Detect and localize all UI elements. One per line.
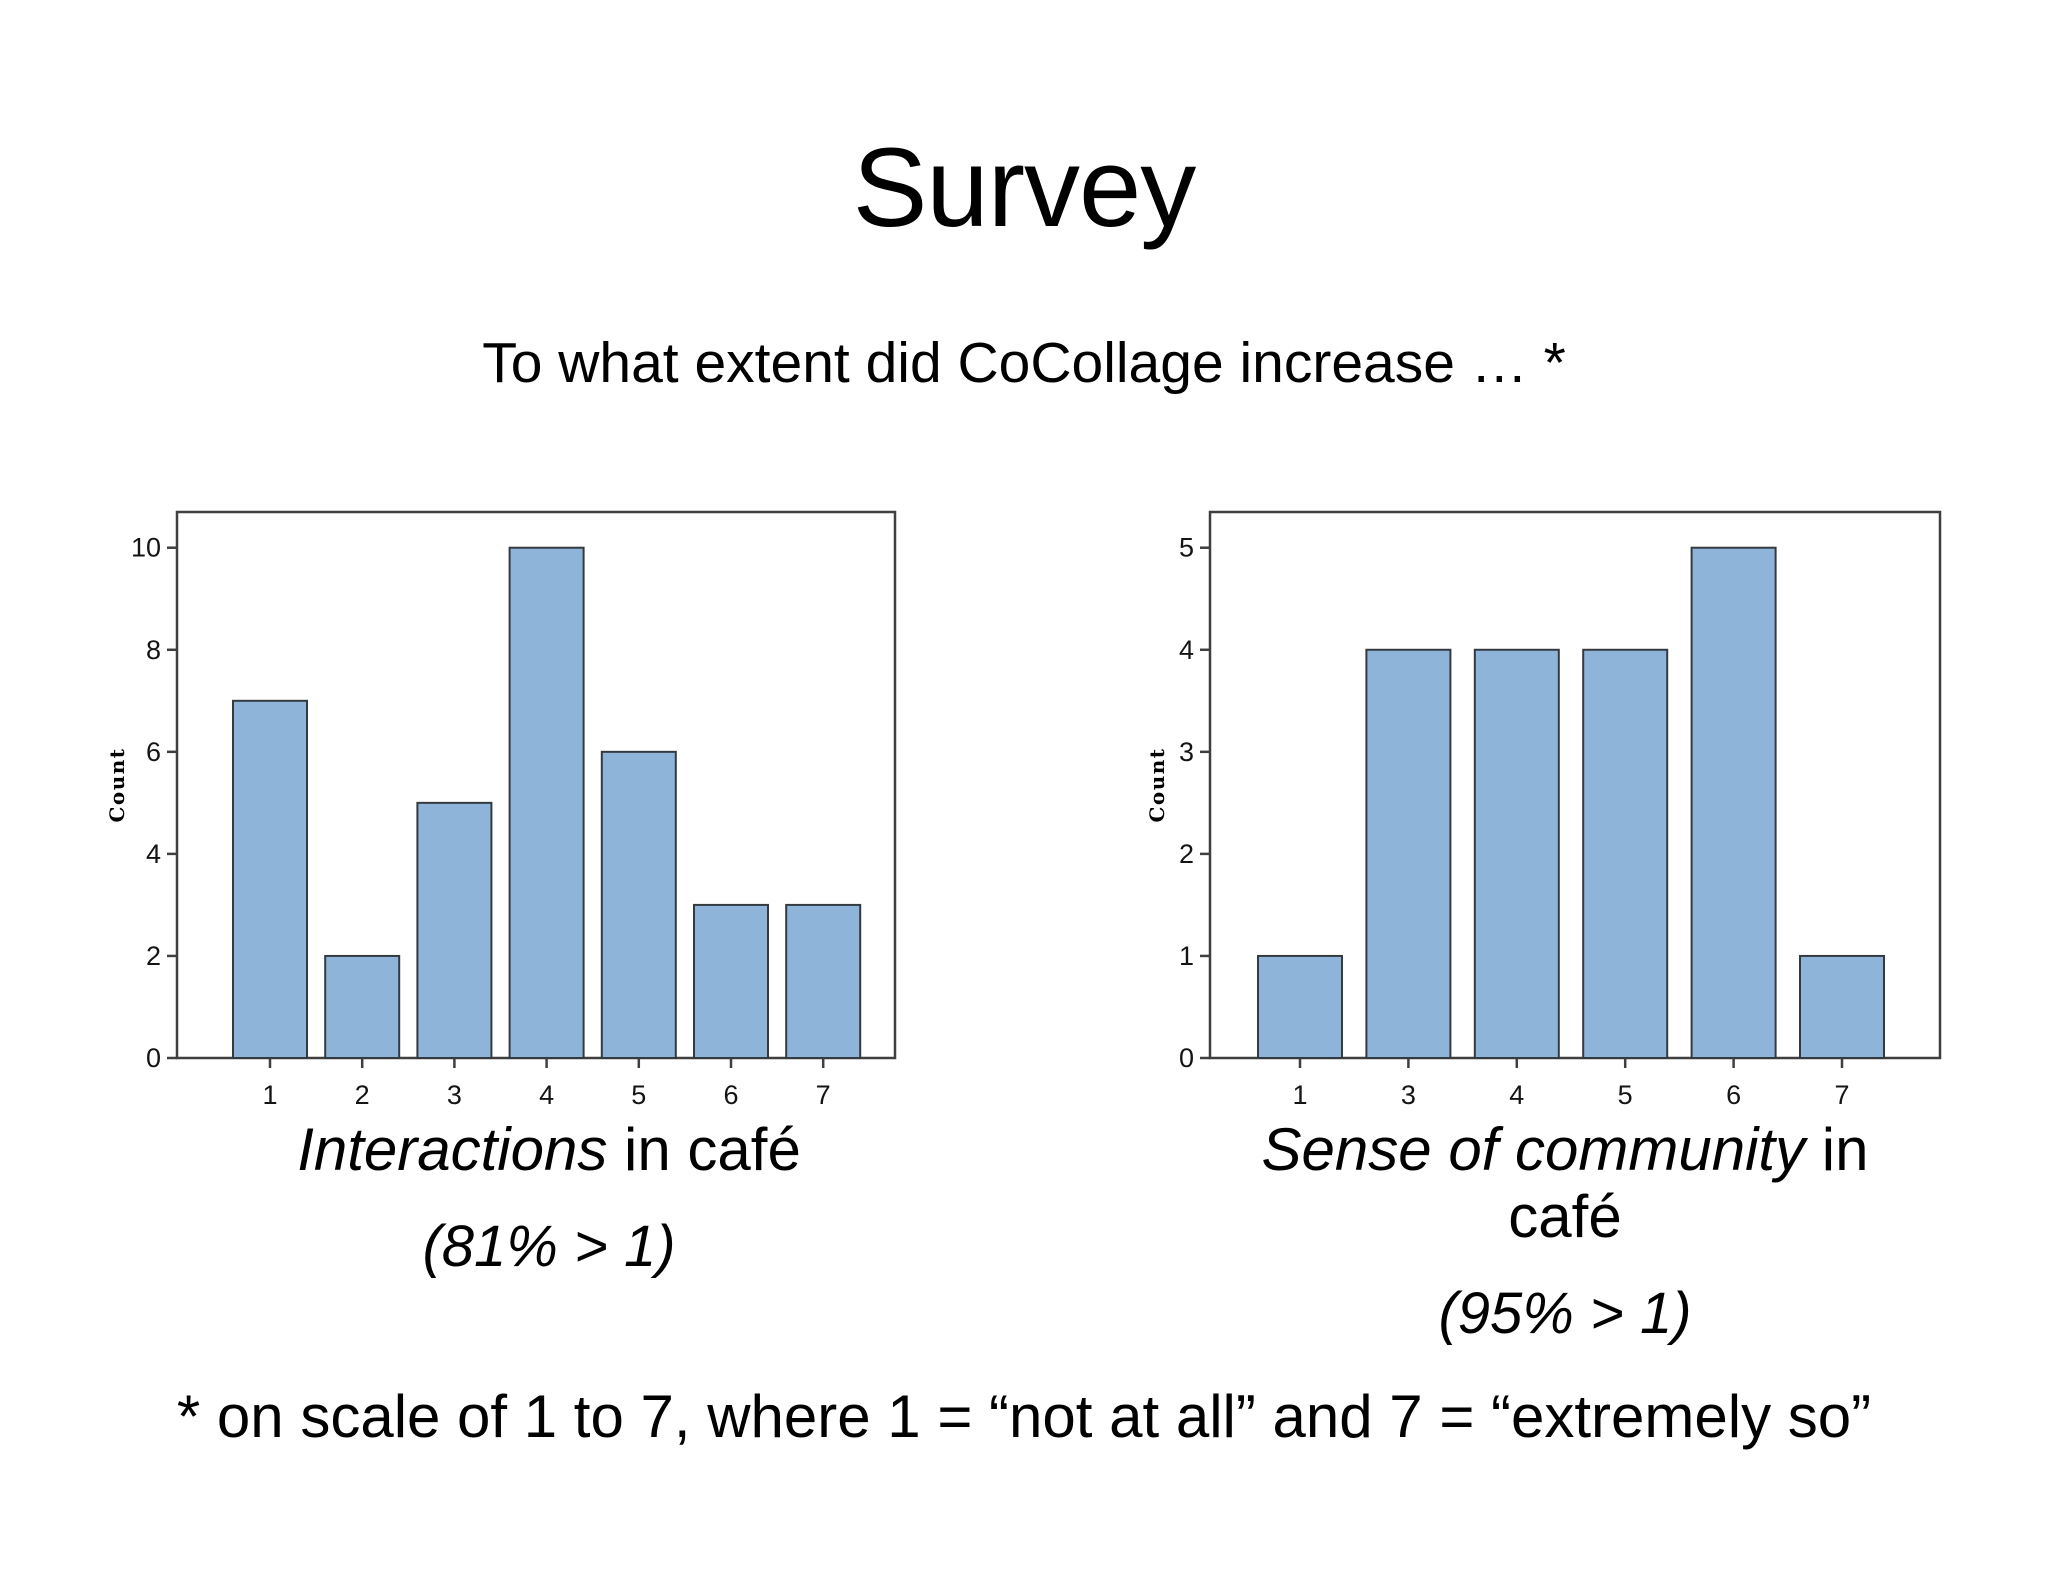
bar-1 <box>1257 954 1343 1060</box>
slide-subtitle: To what extent did CoCollage increase … … <box>482 331 1566 395</box>
x-tick-label: 7 <box>1834 1080 1849 1110</box>
caption-context: in café <box>1508 1116 1869 1251</box>
bar-5 <box>600 750 677 1059</box>
caption-context: in café <box>607 1116 801 1183</box>
y-tick-label: 8 <box>146 635 161 665</box>
bar-2 <box>324 954 401 1060</box>
x-tick-label: 2 <box>355 1080 370 1110</box>
caption-stat: (95% > 1) <box>1438 1281 1692 1347</box>
chart-interactions: 0 2 4 6 8 10 Count 1 2 3 4 5 6 7 <box>100 495 920 1145</box>
caption-stat: (81% > 1) <box>422 1214 676 1280</box>
x-tick-label: 1 <box>262 1080 277 1110</box>
bar-chart-community: 0 1 2 3 4 5 Count 1 3 4 5 6 7 <box>1145 510 1942 1110</box>
bar-5 <box>1582 648 1669 1059</box>
x-tick-label: 3 <box>1401 1080 1416 1110</box>
y-tick-label: 5 <box>1179 533 1194 563</box>
bar-4 <box>508 546 585 1059</box>
y-axis-title: Count <box>105 747 129 822</box>
bar-7 <box>1799 954 1885 1060</box>
x-tick-label: 6 <box>723 1080 738 1110</box>
y-tick-label: 4 <box>1179 635 1194 665</box>
bar-3 <box>1365 648 1452 1059</box>
y-tick-label: 2 <box>1179 839 1194 869</box>
caption-community: Sense of community in café (95% > 1) <box>1200 1116 1930 1347</box>
caption-line: Interactions in café <box>190 1116 908 1183</box>
y-tick-label: 0 <box>1179 1043 1194 1073</box>
x-tick-label: 1 <box>1292 1080 1307 1110</box>
bar-1 <box>232 699 308 1059</box>
caption-interactions: Interactions in café (81% > 1) <box>190 1116 908 1280</box>
y-tick-label: 1 <box>1179 941 1194 971</box>
scale-footnote: * on scale of 1 to 7, where 1 = “not at … <box>176 1383 1872 1450</box>
y-tick-label: 3 <box>1179 737 1194 767</box>
y-tick-label: 6 <box>146 737 161 767</box>
caption-variable: Sense of community <box>1261 1116 1806 1183</box>
bar-chart-interactions: 0 2 4 6 8 10 Count 1 2 3 4 5 6 7 <box>105 510 897 1110</box>
bar-3 <box>416 801 493 1059</box>
x-tick-label: 7 <box>816 1080 831 1110</box>
y-tick-label: 0 <box>146 1043 161 1073</box>
caption-line: Sense of community in café <box>1200 1116 1930 1250</box>
y-axis-title: Count <box>1145 747 1169 822</box>
x-tick-label: 6 <box>1726 1080 1741 1110</box>
bar-6 <box>1690 546 1777 1059</box>
caption-variable: Interactions <box>297 1116 608 1183</box>
y-tick-label: 4 <box>146 839 161 869</box>
page-title: Survey <box>852 125 1197 250</box>
bar-6 <box>693 903 769 1059</box>
y-tick-label: 10 <box>131 533 161 563</box>
x-tick-label: 5 <box>631 1080 646 1110</box>
bar-7 <box>785 903 862 1059</box>
x-tick-label: 3 <box>447 1080 462 1110</box>
x-tick-label: 4 <box>539 1080 554 1110</box>
x-tick-label: 4 <box>1509 1080 1524 1110</box>
x-tick-label: 5 <box>1618 1080 1633 1110</box>
chart-sense-of-community: 0 1 2 3 4 5 Count 1 3 4 5 6 7 <box>1140 495 1960 1145</box>
y-tick-label: 2 <box>146 941 161 971</box>
bar-4 <box>1473 648 1560 1059</box>
